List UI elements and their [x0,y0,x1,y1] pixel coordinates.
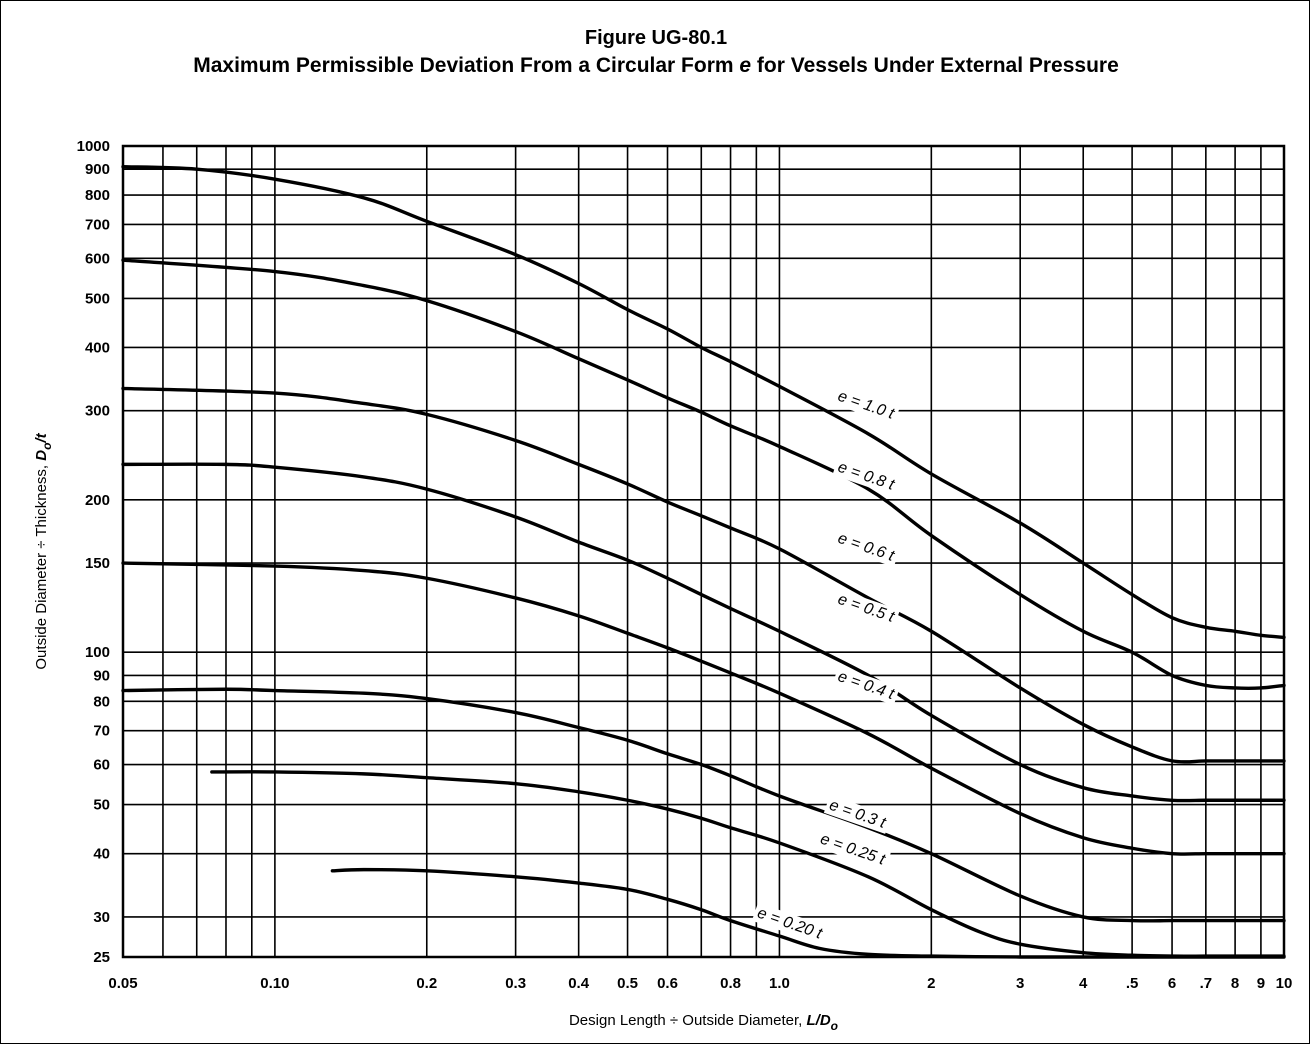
y-tick-label-16: 800 [85,187,110,204]
x-axis-label-subscript: o [831,1019,838,1033]
series-line-2 [121,386,1286,764]
x-tick-label-11: 4 [1079,975,1088,992]
series-label-bg-1 [832,456,900,496]
y-tick-label-12: 400 [85,339,110,356]
y-axis-label: Outside Diameter ÷ Thickness, Do/t [33,432,54,669]
x-tick-label-6: 0.6 [657,975,678,992]
series-label-bg-5 [823,794,892,834]
series-label-bg-2 [832,527,900,567]
grid [122,145,1285,958]
plot-area-border [121,144,1286,959]
x-tick-label-2: 0.2 [416,975,437,992]
y-tick-label-18: 1000 [77,138,110,155]
x-tick-label-15: 8 [1231,975,1239,992]
series-label-2: e = 0.6 t [836,530,897,565]
y-axis-label-text: Outside Diameter ÷ Thickness, [33,461,50,670]
x-tick-label-10: 3 [1016,975,1024,992]
y-tick-label-5: 70 [93,723,110,740]
x-tick-label-1: 0.10 [260,975,289,992]
series-group: e = 1.0 te = 0.8 te = 0.6 te = 0.5 te = … [121,165,1286,959]
y-tick-label-13: 500 [85,290,110,307]
series-line-7 [330,867,1286,959]
x-tick-label-5: 0.5 [617,975,638,992]
y-tick-label-17: 900 [85,161,110,178]
x-tick-label-7: 0.8 [720,975,741,992]
y-tick-label-1: 30 [93,909,110,926]
series-label-bg-7 [751,902,828,945]
series-line-3 [121,462,1286,803]
x-axis-label-symbol: L/D [807,1012,831,1029]
series-label-5: e = 0.3 t [827,797,888,832]
x-tick-label-14: .7 [1200,975,1213,992]
y-tick-label-7: 90 [93,667,110,684]
series-line-6 [210,770,1286,958]
series-line-0 [121,165,1286,640]
series-label-7: e = 0.20 t [755,905,825,943]
x-tick-label-3: 0.3 [505,975,526,992]
figure-title-prefix: Maximum Permissible Deviation From a Cir… [193,54,740,77]
x-tick-label-16: 9 [1257,975,1265,992]
y-tick-label-8: 100 [85,644,110,661]
figure-number: Figure UG-80.1 [584,27,728,49]
y-tick-label-4: 60 [93,757,110,774]
y-tick-label-6: 80 [93,693,110,710]
y-axis-label-subscript: o [40,443,54,450]
series-label-bg-6 [814,828,891,871]
series-line-5 [121,687,1286,923]
x-tick-labels: 0.05 0.10 0.2 0.3 0.4 0.5 0.6 0.8 1.0 2 3 4 .5 6 .7 8 9 1… [108,975,1292,992]
series-label-bg-0 [832,385,900,425]
series-label-0: e = 1.0 t [836,388,897,423]
series-label-bg-3 [832,588,900,629]
x-tick-label-4: 0.4 [568,975,590,992]
x-tick-label-13: 6 [1168,975,1176,992]
y-tick-label-11: 300 [85,403,110,420]
y-axis-label-symbol: D [33,450,50,461]
figure-title-symbol: e [739,54,752,77]
x-tick-label-9: 2 [927,975,935,992]
series-line-1 [121,258,1286,690]
x-tick-label-12: .5 [1126,975,1139,992]
y-tick-label-14: 600 [85,250,110,267]
y-tick-label-15: 700 [85,216,110,233]
figure-title: Maximum Permissible Deviation From a Cir… [0,54,1312,78]
y-tick-label-2: 40 [93,846,110,863]
x-tick-label-17: 10 [1276,975,1293,992]
x-tick-label-0: 0.05 [108,975,137,992]
x-tick-label-8: 1.0 [769,975,790,992]
series-line-4 [121,561,1286,856]
y-tick-label-3: 50 [93,797,110,814]
figure-title-suffix: for Vessels Under External Pressure [751,54,1119,77]
y-tick-label-0: 25 [93,949,110,966]
series-label-6: e = 0.25 t [818,831,888,869]
y-tick-labels: 25 30 40 50 60 70 80 90 100 150 200 300 400 500 600 700… [77,138,110,966]
y-axis-label-suffix: /t [33,432,50,443]
x-axis-label: Design Length ÷ Outside Diameter, L/Do [569,1012,838,1033]
series-label-bg-4 [832,666,900,706]
y-tick-label-10: 200 [85,492,110,509]
x-axis-label-text: Design Length ÷ Outside Diameter, [569,1012,807,1029]
y-tick-label-9: 150 [85,555,110,572]
